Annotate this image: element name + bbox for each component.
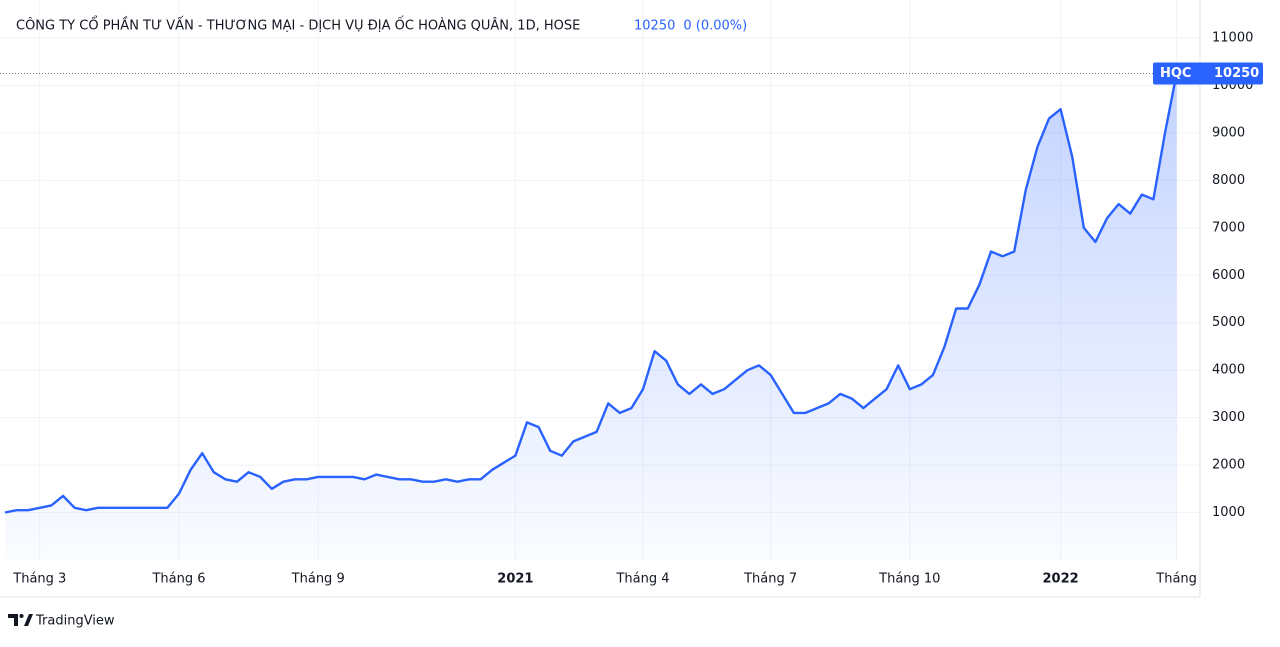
- y-tick-label: 2000: [1212, 458, 1245, 473]
- x-tick-label: Tháng: [1155, 572, 1197, 587]
- x-tick-label: Tháng 10: [878, 572, 940, 587]
- x-tick-label: 2022: [1043, 572, 1079, 587]
- x-tick-label: Tháng 9: [291, 572, 345, 587]
- brand: TradingView: [35, 614, 115, 629]
- grid: [0, 0, 1200, 560]
- y-tick-label: 9000: [1212, 125, 1245, 140]
- y-tick-label: 6000: [1212, 268, 1245, 283]
- y-tick-label: 3000: [1212, 410, 1245, 425]
- y-tick-label: 1000: [1212, 505, 1245, 520]
- price-line: [4, 73, 1178, 514]
- price-badge: [1153, 62, 1263, 85]
- chart-title: CÔNG TY CỔ PHẦN TƯ VẤN - THƯƠNG MẠI - DỊ…: [16, 17, 580, 34]
- x-tick-label: Tháng 6: [151, 572, 205, 587]
- y-tick-label: 7000: [1212, 220, 1245, 235]
- x-tick-label: Tháng 4: [615, 572, 669, 587]
- header-price: 10250: [634, 19, 675, 34]
- badge-symbol: HQC: [1160, 66, 1191, 81]
- y-tick-label: 8000: [1212, 173, 1245, 188]
- x-tick-label: Tháng 3: [12, 572, 66, 587]
- x-tick-label: Tháng 7: [743, 572, 797, 587]
- logo: [8, 614, 33, 626]
- area-fill: [5, 73, 1177, 560]
- badge-price: 10250: [1214, 66, 1259, 81]
- y-tick-label: 11000: [1212, 30, 1253, 45]
- y-tick-label: 5000: [1212, 315, 1245, 330]
- x-tick-label: 2021: [497, 572, 533, 587]
- y-tick-label: 4000: [1212, 363, 1245, 378]
- header-change: 0 (0.00%): [683, 19, 747, 34]
- plot: [4, 73, 1178, 560]
